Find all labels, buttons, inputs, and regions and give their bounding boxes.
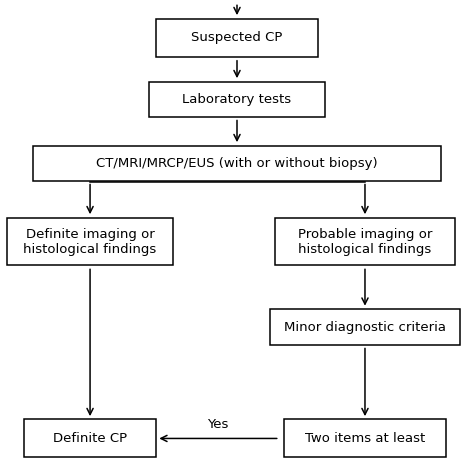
Text: Yes: Yes [207, 419, 229, 431]
Text: Laboratory tests: Laboratory tests [182, 93, 292, 106]
Text: Suspected CP: Suspected CP [191, 31, 283, 45]
Text: Probable imaging or
histological findings: Probable imaging or histological finding… [298, 228, 432, 256]
FancyBboxPatch shape [149, 82, 325, 118]
Text: CT/MRI/MRCP/EUS (with or without biopsy): CT/MRI/MRCP/EUS (with or without biopsy) [96, 157, 378, 170]
Text: Definite CP: Definite CP [53, 432, 127, 445]
Text: Definite imaging or
histological findings: Definite imaging or histological finding… [23, 228, 157, 256]
Text: Minor diagnostic criteria: Minor diagnostic criteria [284, 320, 446, 334]
Text: Two items at least: Two items at least [305, 432, 425, 445]
FancyBboxPatch shape [270, 310, 460, 345]
FancyBboxPatch shape [275, 218, 455, 265]
FancyBboxPatch shape [24, 419, 156, 457]
FancyBboxPatch shape [7, 218, 173, 265]
FancyBboxPatch shape [284, 419, 446, 457]
FancyBboxPatch shape [156, 19, 318, 57]
FancyBboxPatch shape [33, 146, 441, 181]
